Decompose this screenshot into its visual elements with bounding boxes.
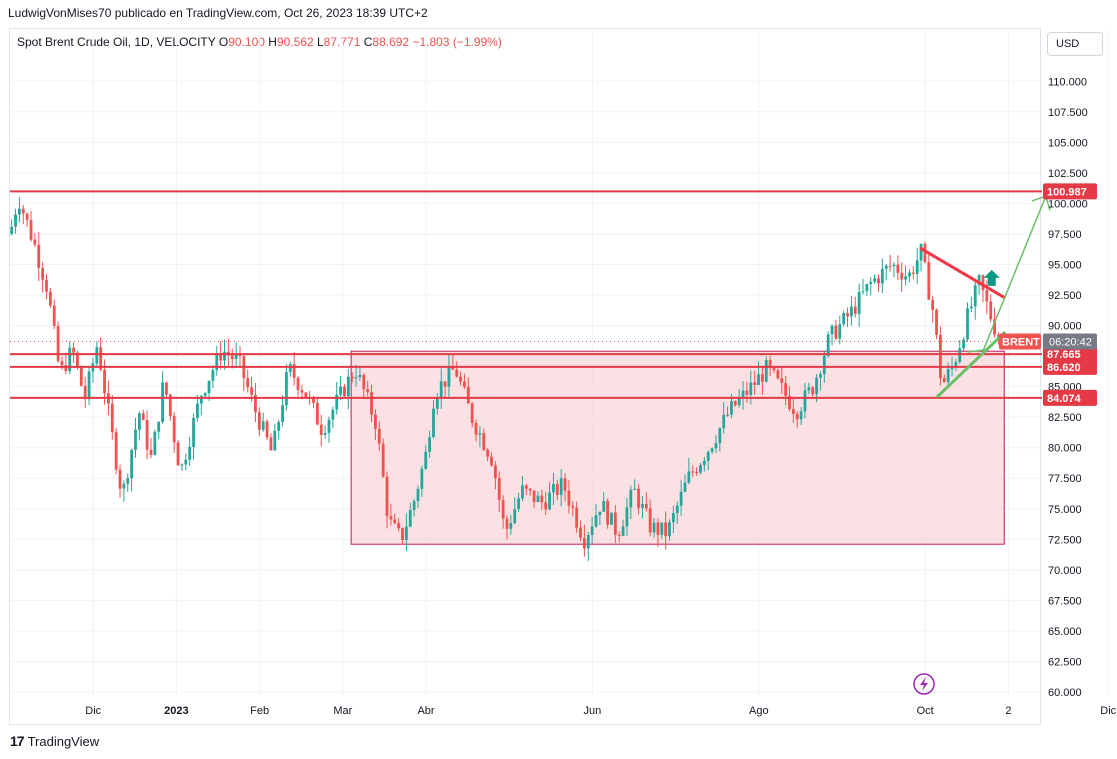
y-tick-label: 75.000	[1048, 504, 1082, 516]
y-tick-label: 82.500	[1048, 412, 1082, 424]
level-badge-label: 84.074	[1047, 393, 1082, 405]
low-value: 87.771	[323, 35, 361, 49]
y-tick-label: 77.500	[1048, 473, 1082, 485]
low-label: L	[316, 35, 324, 49]
level-badge	[1043, 389, 1097, 406]
close-value: 88.692	[372, 35, 410, 49]
level-badge-label: 86.620	[1047, 362, 1081, 374]
y-tick-label: 105.000	[1048, 137, 1088, 149]
currency-button[interactable]: USD	[1047, 32, 1103, 56]
price-axis[interactable]: 110.000 107.500 105.000 102.500 100.000 97.50…	[1048, 76, 1088, 699]
y-tick-label: 107.500	[1048, 107, 1088, 119]
symbol-name[interactable]: Spot Brent Crude Oil, 1D, VELOCITY	[17, 35, 216, 49]
y-tick-label: 60.000	[1048, 687, 1082, 699]
x-tick-label: Dic	[1100, 705, 1116, 717]
y-tick-label: 67.500	[1048, 595, 1082, 607]
symbol-legend: Spot Brent Crude Oil, 1D, VELOCITY O90.1…	[17, 35, 502, 49]
y-tick-label: 97.500	[1048, 229, 1082, 241]
footer: 17 TradingView	[10, 733, 99, 749]
level-badge	[1043, 183, 1097, 200]
level-badge	[1043, 358, 1097, 375]
close-label: C	[363, 35, 373, 49]
high-value: 90.562	[276, 35, 314, 49]
high-label: H	[268, 35, 277, 49]
level-badge-label: 87.665	[1047, 349, 1081, 361]
tradingview-brand: TradingView	[27, 733, 100, 749]
y-tick-label: 95.000	[1048, 259, 1082, 271]
y-tick-label: 102.500	[1048, 168, 1088, 180]
y-tick-label: 90.000	[1048, 321, 1082, 333]
y-tick-label: 80.000	[1048, 443, 1082, 455]
countdown-label: 06:20:42	[1049, 337, 1092, 349]
level-badge	[1043, 346, 1097, 363]
y-tick-label: 110.000	[1048, 76, 1087, 88]
open-value: 90.100	[228, 35, 265, 49]
level-badge-label: 100.987	[1047, 186, 1087, 198]
y-tick-label: 62.500	[1048, 656, 1082, 668]
change-value: −1.803 (−1.99%)	[412, 35, 502, 49]
y-tick-label: 85.000	[1048, 382, 1082, 394]
tradingview-logo-icon: 17	[10, 733, 25, 749]
open-label: O	[218, 35, 229, 49]
y-tick-label: 72.500	[1048, 534, 1082, 546]
publisher-header: LudwigVonMises70 publicado en TradingVie…	[8, 6, 428, 20]
countdown-badge	[1043, 333, 1097, 350]
y-tick-label: 70.000	[1048, 565, 1082, 577]
chart-frame	[9, 28, 1041, 725]
y-tick-label: 65.000	[1048, 626, 1082, 638]
y-tick-label: 87.500	[1048, 351, 1082, 363]
y-tick-label: 100.000	[1048, 198, 1088, 210]
y-tick-label: 92.500	[1048, 290, 1082, 302]
